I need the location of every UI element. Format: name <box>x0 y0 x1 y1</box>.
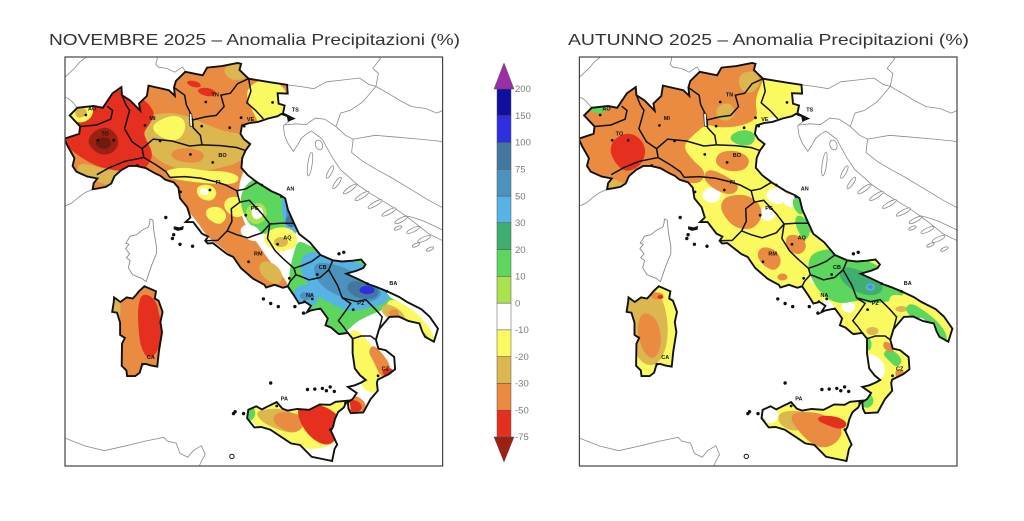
svg-text:VE: VE <box>761 117 769 123</box>
svg-text:-20: -20 <box>515 352 529 363</box>
svg-text:NOVEMBRE 2025 – Anomalia Preci: NOVEMBRE 2025 – Anomalia Precipitazioni … <box>49 32 460 49</box>
svg-text:20: 20 <box>515 245 526 256</box>
svg-text:30: 30 <box>515 218 526 229</box>
svg-text:200: 200 <box>515 84 531 95</box>
svg-text:MI: MI <box>664 116 671 122</box>
svg-text:PZ: PZ <box>357 301 365 307</box>
svg-text:RM: RM <box>768 252 777 258</box>
svg-text:NA: NA <box>306 293 314 299</box>
svg-text:AQ: AQ <box>283 235 292 241</box>
svg-text:TN: TN <box>212 92 219 98</box>
svg-text:BO: BO <box>218 153 227 159</box>
svg-text:50: 50 <box>515 191 526 202</box>
svg-text:CA: CA <box>147 355 155 361</box>
svg-text:CA: CA <box>661 355 669 361</box>
svg-text:CB: CB <box>319 265 327 271</box>
svg-text:RM: RM <box>254 252 263 258</box>
svg-text:TS: TS <box>806 108 813 114</box>
svg-text:75: 75 <box>515 165 526 176</box>
svg-text:TN: TN <box>726 92 733 98</box>
svg-text:CZ: CZ <box>382 366 390 372</box>
svg-text:FI: FI <box>730 180 735 186</box>
svg-text:-75: -75 <box>515 432 529 443</box>
svg-text:PA: PA <box>795 397 802 403</box>
svg-text:AQ: AQ <box>798 235 807 241</box>
svg-text:MI: MI <box>149 116 156 122</box>
svg-text:PG: PG <box>251 206 259 212</box>
svg-text:PZ: PZ <box>872 301 880 307</box>
svg-text:-50: -50 <box>515 405 529 416</box>
svg-text:BA: BA <box>904 281 912 287</box>
svg-text:TO: TO <box>616 131 624 137</box>
svg-text:AO: AO <box>88 106 97 112</box>
svg-text:TS: TS <box>292 108 299 114</box>
svg-text:AUTUNNO 2025 – Anomalia Precip: AUTUNNO 2025 – Anomalia Precipitazioni (… <box>568 32 969 49</box>
svg-text:BA: BA <box>389 281 397 287</box>
svg-text:-30: -30 <box>515 379 529 390</box>
svg-text:NA: NA <box>820 293 828 299</box>
svg-text:AN: AN <box>801 187 809 193</box>
svg-text:TO: TO <box>101 131 109 137</box>
svg-text:CB: CB <box>833 265 841 271</box>
svg-text:10: 10 <box>515 272 526 283</box>
svg-text:FI: FI <box>216 180 221 186</box>
svg-text:150: 150 <box>515 111 531 122</box>
svg-text:0: 0 <box>515 298 520 309</box>
svg-text:AO: AO <box>602 106 611 112</box>
svg-text:PG: PG <box>765 206 773 212</box>
svg-text:VE: VE <box>247 117 255 123</box>
svg-text:-10: -10 <box>515 325 529 336</box>
svg-text:PA: PA <box>281 397 288 403</box>
svg-text:100: 100 <box>515 138 531 149</box>
svg-text:AN: AN <box>286 187 294 193</box>
svg-text:CZ: CZ <box>896 366 904 372</box>
svg-text:BO: BO <box>733 153 742 159</box>
